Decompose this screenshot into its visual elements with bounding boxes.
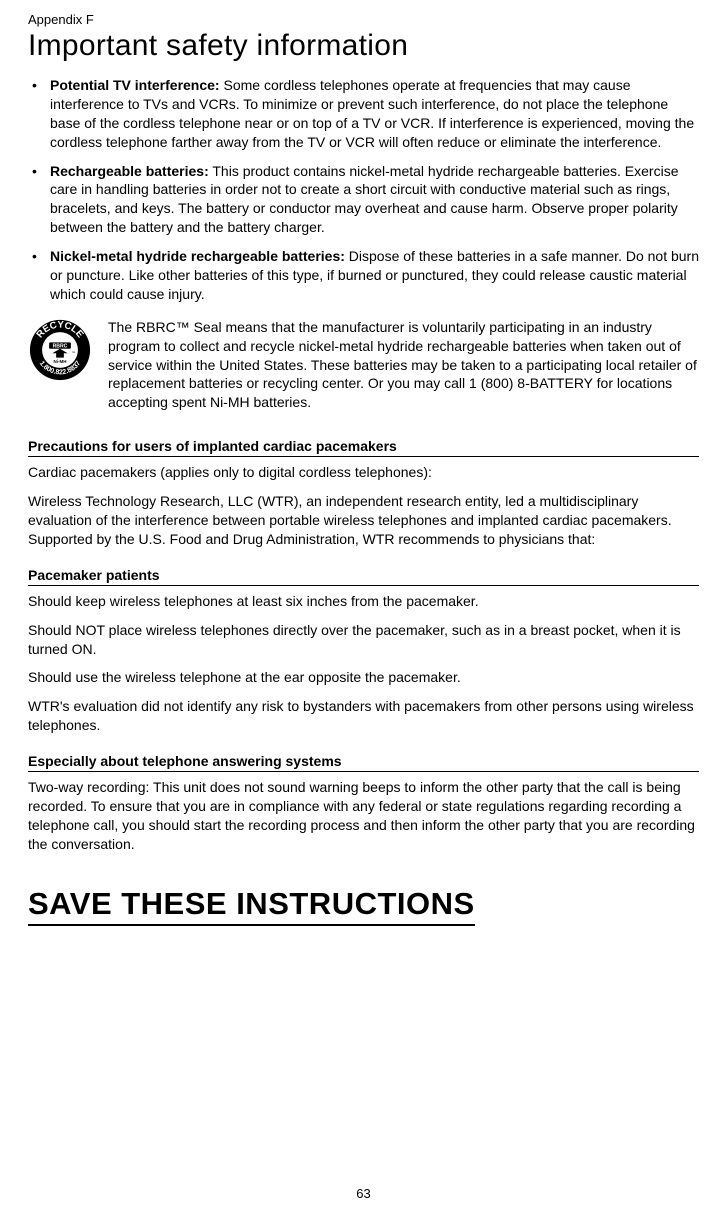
rbrc-block: RECYCLE 1.800.822.8837 RBRC Ni-MH ™ The … [28, 318, 699, 412]
body-paragraph: Should keep wireless telephones at least… [28, 592, 699, 611]
document-page: Appendix F Important safety information … [0, 0, 727, 1221]
safety-bullet-list: Potential TV interference: Some cordless… [28, 76, 699, 304]
page-number: 63 [0, 1186, 727, 1201]
body-paragraph: Cardiac pacemakers (applies only to digi… [28, 463, 699, 482]
section-heading-patients: Pacemaker patients [28, 567, 699, 586]
body-paragraph: Should NOT place wireless telephones dir… [28, 621, 699, 659]
bullet-heading: Potential TV interference: [50, 77, 220, 93]
bullet-heading: Rechargeable batteries: [50, 163, 209, 179]
seal-inner-bottom: Ni-MH [54, 359, 67, 364]
seal-inner-top: RBRC [53, 343, 68, 349]
page-title: Important safety information [28, 29, 699, 62]
bullet-heading: Nickel-metal hydride rechargeable batter… [50, 248, 345, 264]
seal-tm: ™ [72, 351, 76, 355]
list-item: Nickel-metal hydride rechargeable batter… [28, 247, 699, 304]
section-heading-answering: Especially about telephone answering sys… [28, 753, 699, 772]
body-paragraph: WTR's evaluation did not identify any ri… [28, 697, 699, 735]
body-paragraph: Should use the wireless telephone at the… [28, 668, 699, 687]
list-item: Potential TV interference: Some cordless… [28, 76, 699, 152]
rbrc-description: The RBRC™ Seal means that the manufactur… [108, 318, 699, 412]
section-heading-pacemakers: Precautions for users of implanted cardi… [28, 438, 699, 457]
body-paragraph: Two-way recording: This unit does not so… [28, 778, 699, 854]
rbrc-seal-icon: RECYCLE 1.800.822.8837 RBRC Ni-MH ™ [28, 318, 92, 382]
list-item: Rechargeable batteries: This product con… [28, 162, 699, 238]
body-paragraph: Wireless Technology Research, LLC (WTR),… [28, 492, 699, 549]
appendix-label: Appendix F [28, 12, 699, 27]
save-instructions-heading: SAVE THESE INSTRUCTIONS [28, 886, 475, 926]
